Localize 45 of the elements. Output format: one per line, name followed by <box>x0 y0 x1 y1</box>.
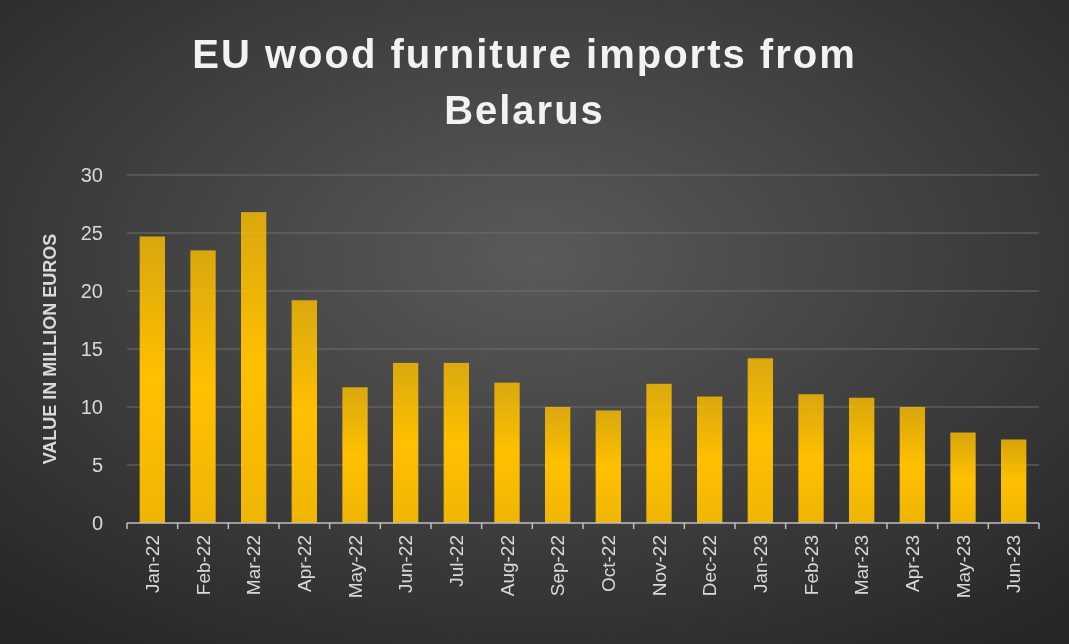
bar <box>494 382 520 523</box>
x-tick-label: Nov-22 <box>648 535 670 597</box>
x-tick-label: Feb-22 <box>192 535 214 596</box>
bar <box>393 362 419 523</box>
bar <box>443 362 469 523</box>
x-tick-label: Mar-22 <box>243 535 265 596</box>
x-tick-label: Sep-22 <box>547 535 569 597</box>
x-tick-label: Mar-23 <box>851 535 873 596</box>
y-tick-label: 20 <box>80 280 103 302</box>
x-tick-label: Jun-22 <box>395 535 417 594</box>
x-tick-label: Jan-22 <box>141 535 163 594</box>
x-tick-label: Jun-23 <box>1003 535 1025 594</box>
bar <box>545 407 571 523</box>
bar <box>747 358 773 523</box>
bar <box>291 300 317 523</box>
x-tick-label: Aug-22 <box>496 535 518 597</box>
bar <box>950 432 976 523</box>
x-tick-label: Jan-23 <box>749 535 771 594</box>
bar <box>190 250 216 523</box>
x-tick-label: Apr-23 <box>901 535 923 593</box>
bar <box>1001 439 1027 523</box>
x-tick-label: Feb-23 <box>800 535 822 596</box>
bar <box>595 410 621 523</box>
x-tick-label: Oct-22 <box>597 535 619 593</box>
y-tick-label: 0 <box>91 512 103 534</box>
chart-title: EU wood furniture imports from Belarus <box>192 32 857 132</box>
x-tick-label: Jul-22 <box>445 535 467 587</box>
bar <box>697 396 723 523</box>
bar <box>342 387 368 523</box>
y-axis-title: VALUE IN MILLION EUROS <box>40 233 61 465</box>
bar <box>849 397 875 523</box>
y-tick-label: 5 <box>91 454 103 476</box>
bar <box>899 407 925 523</box>
y-tick-label: 30 <box>80 164 103 186</box>
bar <box>241 212 267 523</box>
bar <box>798 394 824 523</box>
bar <box>139 236 165 523</box>
y-tick-label: 25 <box>80 222 103 244</box>
bar <box>646 383 672 523</box>
y-tick-label: 15 <box>80 338 103 360</box>
x-tick-label: Dec-22 <box>699 535 721 597</box>
x-tick-label: Apr-22 <box>293 535 315 593</box>
x-tick-label: May-23 <box>952 535 974 599</box>
x-tick-label: May-22 <box>344 535 366 599</box>
y-tick-label: 10 <box>80 396 103 418</box>
